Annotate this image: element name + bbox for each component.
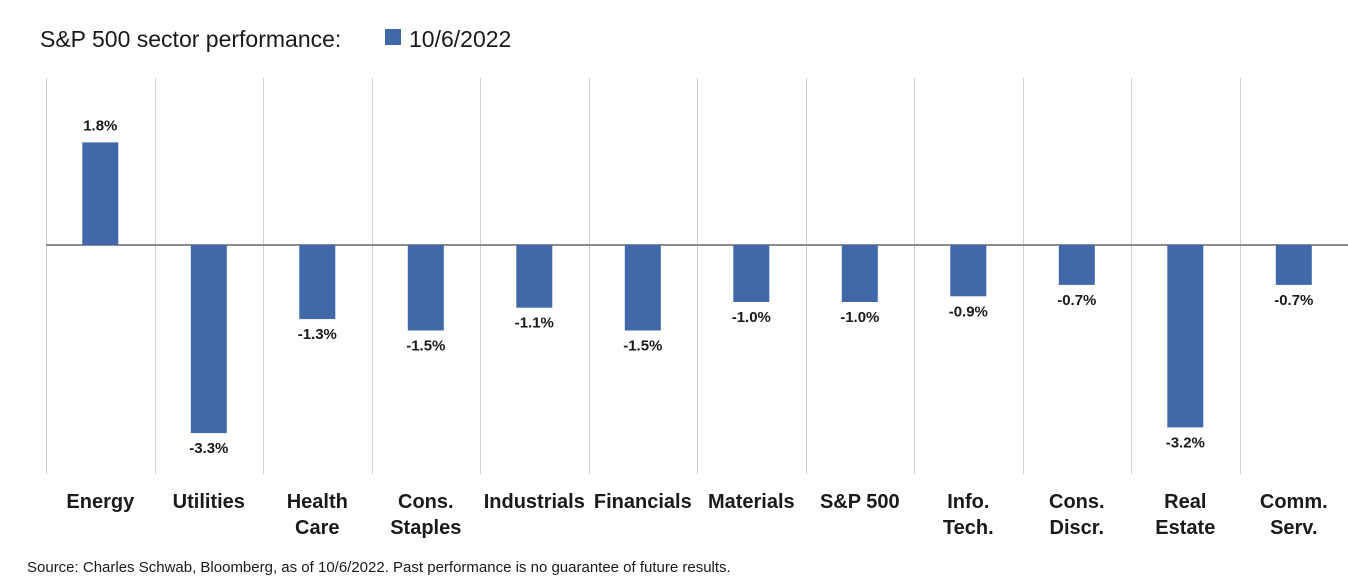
source-note: Source: Charles Schwab, Bloomberg, as of… bbox=[27, 559, 731, 576]
data-label: -3.3% bbox=[189, 440, 228, 457]
category-label: Comm. Serv. bbox=[1260, 491, 1328, 539]
category-label-line: Health bbox=[287, 491, 348, 513]
category-label-line: Serv. bbox=[1270, 517, 1317, 539]
category-label: Info. Tech. bbox=[943, 491, 994, 539]
data-label: -1.0% bbox=[732, 309, 771, 326]
category-label: Real Estate bbox=[1155, 491, 1215, 539]
category-label-line: Discr. bbox=[1050, 517, 1104, 539]
bar bbox=[299, 245, 336, 320]
category-label-line: Cons. bbox=[398, 491, 454, 513]
category-label-line: Comm. bbox=[1260, 491, 1328, 513]
category-label-line: Care bbox=[295, 517, 339, 539]
category-label-line: Real bbox=[1164, 491, 1206, 513]
category-label: Industrials bbox=[484, 491, 585, 513]
bar bbox=[841, 245, 878, 302]
bar bbox=[950, 245, 987, 297]
category-label: Health Care bbox=[287, 491, 348, 539]
data-label: -1.5% bbox=[406, 338, 445, 355]
bar bbox=[516, 245, 553, 308]
bar bbox=[1275, 245, 1312, 285]
data-label: -3.2% bbox=[1166, 434, 1205, 451]
category-label-line: Info. bbox=[947, 491, 989, 513]
category-label-line: Industrials bbox=[484, 491, 585, 513]
category-label-line: Utilities bbox=[173, 491, 245, 513]
category-label: Energy bbox=[66, 491, 135, 513]
data-label: -1.1% bbox=[515, 315, 554, 332]
data-label: -1.5% bbox=[623, 338, 662, 355]
category-label-line: Financials bbox=[594, 491, 692, 513]
legend-swatch bbox=[385, 29, 401, 45]
data-label: -0.9% bbox=[949, 303, 988, 320]
category-label: S&P 500 bbox=[820, 491, 900, 513]
bars bbox=[82, 142, 1312, 434]
gridlines bbox=[46, 78, 1241, 474]
chart-title: S&P 500 sector performance: bbox=[40, 26, 341, 52]
category-label: Materials bbox=[708, 491, 795, 513]
category-label-line: Tech. bbox=[943, 517, 994, 539]
bar bbox=[1058, 245, 1095, 285]
category-label: Utilities bbox=[173, 491, 245, 513]
category-label-line: Cons. bbox=[1049, 491, 1105, 513]
data-label: -1.0% bbox=[840, 309, 879, 326]
category-label: Cons. Discr. bbox=[1049, 491, 1105, 539]
data-label: -1.3% bbox=[298, 326, 337, 343]
value-labels: 1.8% -3.3% -1.3% -1.5% -1.1% -1.5% -1.0% -1.0% -… bbox=[83, 117, 1313, 457]
category-label-line: S&P 500 bbox=[820, 491, 900, 513]
category-label: Cons. Staples bbox=[390, 491, 461, 539]
category-label-line: Staples bbox=[390, 517, 461, 539]
bar bbox=[407, 245, 444, 331]
data-label: -0.7% bbox=[1057, 292, 1096, 309]
bar bbox=[1167, 245, 1204, 428]
bar bbox=[82, 142, 119, 245]
category-label-line: Estate bbox=[1155, 517, 1215, 539]
category-label: Financials bbox=[594, 491, 692, 513]
data-label: 1.8% bbox=[83, 117, 117, 134]
legend-label: 10/6/2022 bbox=[409, 26, 511, 52]
data-label: -0.7% bbox=[1274, 292, 1313, 309]
category-label-line: Energy bbox=[66, 491, 135, 513]
bar bbox=[624, 245, 661, 331]
category-label-line: Materials bbox=[708, 491, 795, 513]
category-labels: Energy Utilities Health Care Cons. Staples Ind… bbox=[66, 491, 1327, 539]
bar bbox=[733, 245, 770, 302]
bar bbox=[190, 245, 227, 434]
